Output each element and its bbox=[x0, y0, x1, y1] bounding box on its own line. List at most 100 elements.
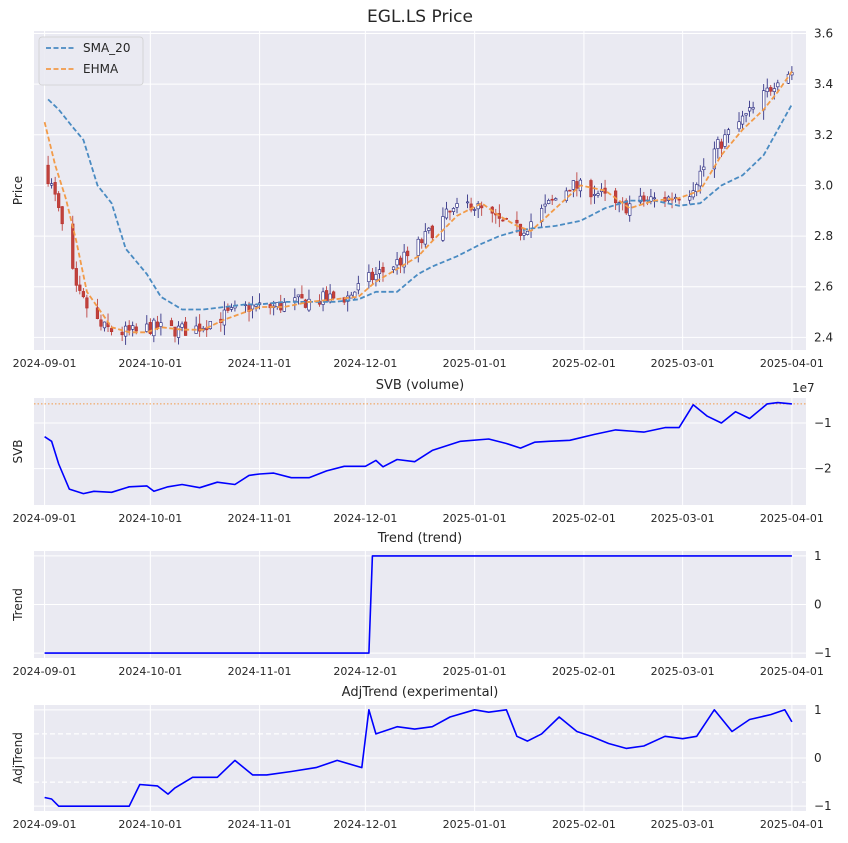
x-tick-label: 2024-12-01 bbox=[333, 818, 397, 831]
candle-body bbox=[765, 87, 769, 92]
x-tick-label: 2025-02-01 bbox=[552, 512, 616, 525]
x-tick-label: 2024-11-01 bbox=[228, 512, 292, 525]
plot-area bbox=[34, 31, 806, 350]
panel-0: 2024-09-01 2024-10-01 2024-11-01 2024-12-01… bbox=[11, 7, 833, 370]
candle-body bbox=[324, 290, 329, 301]
candle-body bbox=[719, 141, 723, 149]
series-line-trend bbox=[44, 555, 792, 654]
candle-body bbox=[522, 232, 526, 236]
candle-body bbox=[60, 206, 64, 225]
candle-body bbox=[480, 205, 484, 209]
chart-title: Trend (trend) bbox=[377, 531, 463, 546]
candle-body bbox=[596, 193, 600, 196]
candle-body bbox=[568, 189, 572, 192]
x-tick-label: 2024-12-01 bbox=[333, 665, 397, 678]
x-tick-label: 2025-01-01 bbox=[443, 357, 507, 370]
candle-body bbox=[751, 107, 755, 110]
y-tick-label: 3.0 bbox=[814, 178, 833, 192]
candle-body bbox=[712, 148, 716, 170]
candle-body bbox=[183, 321, 188, 336]
x-tick-label: 2025-03-01 bbox=[651, 665, 715, 678]
candle-body bbox=[57, 193, 61, 208]
x-tick-label: 2024-12-01 bbox=[333, 357, 397, 370]
axis-offset-label: 1e7 bbox=[792, 381, 815, 395]
x-tick-label: 2024-11-01 bbox=[228, 357, 292, 370]
candle-body bbox=[543, 203, 547, 207]
candle-body bbox=[169, 320, 174, 327]
candle-body bbox=[416, 238, 420, 256]
candle-body bbox=[208, 321, 212, 330]
candle-body bbox=[455, 203, 459, 208]
x-tick-label: 2025-01-01 bbox=[443, 665, 507, 678]
candle-body bbox=[148, 322, 152, 334]
candle-body bbox=[747, 107, 752, 112]
x-tick-label: 2025-03-01 bbox=[651, 818, 715, 831]
x-tick-label: 2025-04-01 bbox=[760, 512, 824, 525]
candle-body bbox=[473, 209, 477, 211]
candle-body bbox=[515, 219, 519, 224]
candle-body bbox=[296, 294, 300, 298]
candle-body bbox=[427, 227, 431, 231]
y-tick-label: 0 bbox=[814, 598, 822, 612]
candle-body bbox=[293, 297, 297, 302]
candle-body bbox=[652, 197, 657, 200]
y-axis-label: SVB bbox=[11, 439, 25, 463]
x-tick-label: 2025-01-01 bbox=[443, 512, 507, 525]
x-tick-label: 2024-09-01 bbox=[13, 357, 77, 370]
candle-body bbox=[451, 208, 456, 212]
candle-body bbox=[430, 225, 434, 239]
candle-body bbox=[441, 216, 445, 241]
candle-body bbox=[300, 294, 304, 299]
candle-body bbox=[501, 219, 505, 222]
candle-body bbox=[145, 323, 149, 332]
x-tick-label: 2024-10-01 bbox=[118, 357, 182, 370]
panel-1: 2024-09-01 2024-10-01 2024-11-01 2024-12-01… bbox=[11, 378, 832, 525]
candle-body bbox=[420, 239, 424, 244]
candle-body bbox=[571, 180, 575, 190]
candle-body bbox=[525, 230, 530, 235]
candle-body bbox=[723, 134, 727, 147]
y-tick-label: 1 bbox=[814, 549, 822, 563]
candle-body bbox=[740, 115, 745, 125]
x-tick-label: 2025-02-01 bbox=[552, 665, 616, 678]
candle-body bbox=[250, 304, 255, 310]
series-line-adjtrend bbox=[44, 708, 793, 808]
x-tick-label: 2025-01-01 bbox=[443, 818, 507, 831]
candle-body bbox=[46, 164, 50, 185]
candle-body bbox=[127, 325, 131, 331]
legend-box bbox=[38, 36, 144, 86]
candle-body bbox=[229, 307, 234, 310]
x-tick-label: 2024-09-01 bbox=[13, 818, 77, 831]
candle-body bbox=[131, 325, 135, 330]
panel-2: 2024-09-01 2024-10-01 2024-11-01 2024-12-01… bbox=[11, 531, 832, 678]
candle-body bbox=[547, 200, 551, 204]
candle-body bbox=[78, 284, 82, 291]
panel-3: 2024-09-01 2024-10-01 2024-11-01 2024-12-01… bbox=[11, 685, 832, 831]
y-tick-label: 2.4 bbox=[814, 330, 833, 344]
candle-body bbox=[448, 210, 452, 213]
candle-body bbox=[95, 307, 100, 319]
candle-body bbox=[776, 82, 780, 88]
x-tick-label: 2025-02-01 bbox=[552, 357, 616, 370]
candle-body bbox=[370, 271, 375, 281]
candle-body bbox=[716, 139, 720, 149]
candle-body bbox=[698, 170, 702, 187]
candle-body bbox=[444, 208, 449, 219]
series-line-svb bbox=[44, 401, 792, 495]
x-tick-label: 2024-11-01 bbox=[228, 818, 292, 831]
x-tick-label: 2025-02-01 bbox=[552, 818, 616, 831]
candle-body bbox=[332, 291, 336, 299]
candle-body bbox=[628, 203, 632, 216]
candle-body bbox=[381, 266, 385, 273]
candle-body bbox=[702, 166, 706, 171]
candle-body bbox=[356, 283, 360, 291]
candle-body bbox=[399, 257, 403, 266]
candle-body bbox=[465, 201, 470, 204]
candle-body bbox=[50, 183, 54, 186]
candle-body bbox=[367, 272, 371, 283]
candle-body bbox=[102, 321, 107, 329]
candle-body bbox=[81, 291, 85, 298]
candle-body bbox=[226, 307, 230, 311]
y-tick-label: −1 bbox=[814, 799, 832, 813]
